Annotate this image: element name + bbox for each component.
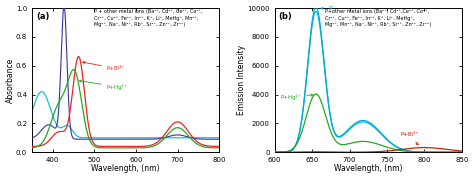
Text: (a): (a): [36, 12, 49, 21]
Text: P: P: [321, 6, 332, 11]
Text: P+Bi³⁺: P+Bi³⁺: [401, 132, 419, 145]
Y-axis label: Emission Intensity: Emission Intensity: [237, 45, 246, 115]
X-axis label: Wavelength, (nm): Wavelength, (nm): [91, 165, 160, 173]
Text: P+other metal ions (Ba²⁺, Cd²⁺,Ce³⁺, Co²⁺,
Cr³⁺, Cu²⁺, Fe³⁺, In³⁺, K⁺, Li⁺, MeHg: P+other metal ions (Ba²⁺, Cd²⁺,Ce³⁺, Co²…: [325, 9, 431, 27]
Text: (b): (b): [278, 12, 292, 21]
Text: P+Bi³⁺: P+Bi³⁺: [82, 61, 125, 71]
Text: P+Hg²⁺: P+Hg²⁺: [281, 94, 313, 100]
Text: P + other metal ions (Ba²⁺, Cd²⁺, Ce³⁺, Co²⁺,
Cr³⁺, Cu²⁺, Fe³⁺, In³⁺, K⁺, Li⁺, M: P + other metal ions (Ba²⁺, Cd²⁺, Ce³⁺, …: [94, 9, 202, 27]
X-axis label: Wavelength, (nm): Wavelength, (nm): [334, 165, 402, 173]
Text: P+Hg²⁺: P+Hg²⁺: [79, 80, 128, 90]
Y-axis label: Absorbance: Absorbance: [6, 57, 15, 103]
